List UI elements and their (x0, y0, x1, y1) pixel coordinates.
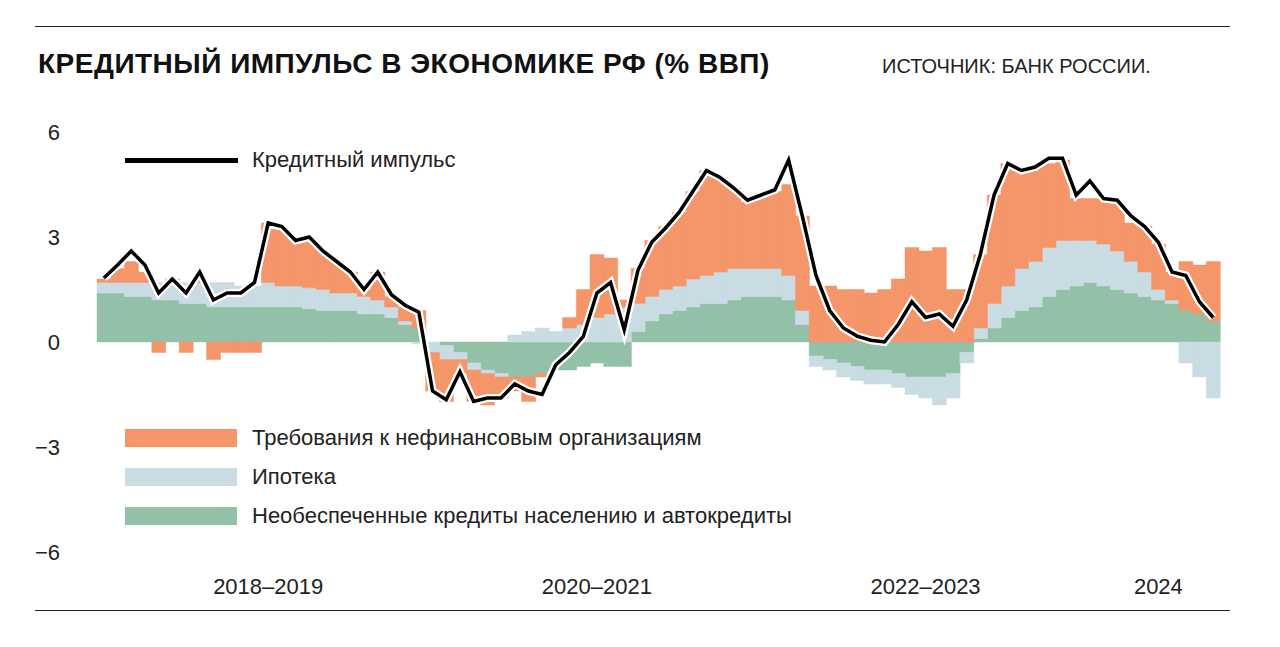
html-text:Кредитный импульс: Кредитный импульс (252, 147, 456, 172)
svg-text:2018–2019: 2018–2019 (213, 574, 323, 599)
html-text:Требования к нефинансовым орга: Требования к нефинансовым организациям (252, 425, 702, 450)
html-text:ИСТОЧНИК: БАНК РОССИИ.: ИСТОЧНИК: БАНК РОССИИ. (882, 55, 1151, 77)
html-text:Необеспеченные кредиты населен: Необеспеченные кредиты населению и авток… (252, 503, 792, 528)
svg-text:0: 0 (48, 330, 60, 355)
svg-text:2020–2021: 2020–2021 (542, 574, 652, 599)
svg-text:−6: −6 (35, 540, 60, 565)
html-text:КРЕДИТНЫЙ ИМПУЛЬС В ЭКОНОМИКЕ: КРЕДИТНЫЙ ИМПУЛЬС В ЭКОНОМИКЕ РФ (% ВВП) (38, 48, 770, 79)
svg-text:2022–2023: 2022–2023 (870, 574, 980, 599)
html-text:Ипотека: Ипотека (252, 464, 336, 489)
svg-text:3: 3 (48, 225, 60, 250)
svg-text:2024: 2024 (1134, 574, 1183, 599)
svg-text:−3: −3 (35, 435, 60, 460)
svg-text:6: 6 (48, 120, 60, 145)
